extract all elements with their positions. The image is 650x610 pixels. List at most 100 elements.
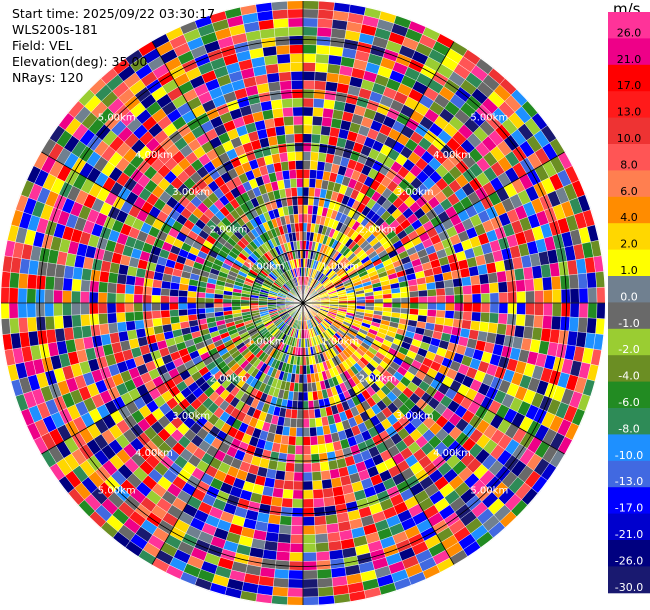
range-ring [91, 91, 515, 515]
range-gate-cell [533, 277, 544, 292]
range-gate-cell [133, 311, 144, 321]
range-gate-cell [317, 18, 333, 29]
range-gate-cell [99, 323, 110, 336]
range-gate-cell [314, 533, 329, 544]
range-gate-cell [293, 133, 304, 143]
range-gate-cell [270, 496, 283, 507]
range-gate-cell [283, 480, 294, 491]
range-gate-cell [63, 265, 75, 279]
range-gate-cell [309, 160, 319, 171]
range-gate-cell [302, 498, 314, 509]
colorbar-tick-label: -13.0 [615, 475, 643, 488]
range-gate-cell [297, 391, 304, 402]
range-gate-cell [44, 289, 54, 304]
range-gate-cell [552, 289, 562, 304]
range-gate-cell [124, 284, 135, 295]
range-gate-cell [326, 450, 337, 462]
range-gate-cell [302, 525, 316, 535]
range-gate-cell [409, 290, 419, 298]
range-gate-cell [311, 133, 321, 144]
range-gate-cell [299, 240, 304, 250]
range-gate-cell [586, 317, 597, 334]
range-gate-cell [568, 316, 580, 333]
range-gate-cell [534, 302, 544, 316]
range-gate-cell [151, 310, 162, 319]
range-gate-cell [488, 282, 499, 294]
range-gate-cell [445, 294, 455, 304]
range-gate-cell [8, 302, 19, 319]
range-gate-cell [72, 326, 84, 340]
range-gate-cell [542, 276, 553, 291]
range-gate-cell [302, 409, 310, 420]
colorbar-tick-label: -1.0 [618, 317, 639, 330]
range-gate-cell [444, 287, 455, 296]
range-gate-cell [288, 426, 297, 437]
colorbar-tick-label: -30.0 [615, 581, 643, 594]
range-gate-cell [391, 297, 402, 304]
range-gate-cell [293, 115, 304, 126]
range-gate-cell [577, 317, 588, 333]
azimuth-spoke [302, 302, 566, 455]
range-gate-cell [269, 505, 282, 516]
range-gate-cell [62, 277, 73, 292]
range-gate-cell [89, 313, 100, 326]
range-gate-cell [296, 178, 304, 188]
range-gate-cell [514, 325, 525, 339]
range-gate-cell [312, 480, 323, 491]
range-gate-cell [88, 302, 99, 315]
range-gate-cell [408, 284, 419, 292]
range-gate-cell [515, 279, 526, 292]
range-ring [249, 249, 357, 357]
colorbar-segment [608, 117, 650, 145]
range-gate-cell [265, 63, 279, 75]
colorbar-segment [608, 513, 650, 541]
range-gate-cell [17, 287, 28, 304]
colorbar-tick-label: -10.0 [615, 449, 643, 462]
range-gate-cell [302, 80, 315, 90]
range-gate-cell [322, 107, 334, 119]
range-gate-cell [302, 552, 317, 562]
range-gate-cell [115, 283, 126, 294]
range-gate-cell [463, 302, 473, 313]
range-gate-cell [213, 302, 224, 308]
range-gate-cell [289, 552, 304, 562]
colorbar-segment [608, 223, 650, 251]
range-gate-cell [282, 107, 294, 118]
range-gate-cell [292, 204, 299, 215]
range-gate-cell [302, 231, 307, 241]
colorbar-tick-label: -2.0 [618, 343, 639, 356]
range-gate-cell [286, 453, 296, 464]
range-gate-cell [9, 317, 20, 334]
range-gate-cell [274, 125, 286, 136]
range-gate-cell [319, 461, 330, 472]
range-gate-cell [269, 90, 282, 101]
range-gate-cell [0, 302, 10, 320]
range-gate-cell [71, 290, 81, 304]
range-gate-cell [280, 506, 293, 517]
range-gate-cell [293, 471, 304, 482]
range-gate-cell [317, 9, 334, 20]
range-gate-cell [325, 81, 339, 92]
range-gate-cell [289, 543, 304, 553]
range-gate-cell [505, 324, 516, 337]
range-gate-cell [267, 514, 281, 525]
range-gate-cell [143, 318, 154, 329]
range-gate-cell [89, 280, 100, 293]
range-gate-cell [498, 302, 509, 314]
range-gate-cell [461, 276, 472, 287]
range-gate-cell [323, 496, 336, 507]
colorbar-segment [608, 91, 650, 119]
range-gate-cell [81, 325, 92, 339]
range-gate-cell [321, 478, 333, 490]
range-gate-cell [302, 445, 312, 455]
range-gate-cell [318, 143, 329, 154]
range-gate-cell [312, 115, 323, 126]
range-gate-cell [26, 273, 38, 290]
range-gate-cell [204, 302, 215, 309]
range-gate-cell [151, 287, 162, 296]
azimuth-spoke [302, 40, 455, 304]
range-gate-cell [277, 533, 292, 544]
range-gate-cell [142, 310, 153, 320]
range-gate-cell [291, 507, 304, 518]
range-gate-cell [587, 302, 598, 319]
